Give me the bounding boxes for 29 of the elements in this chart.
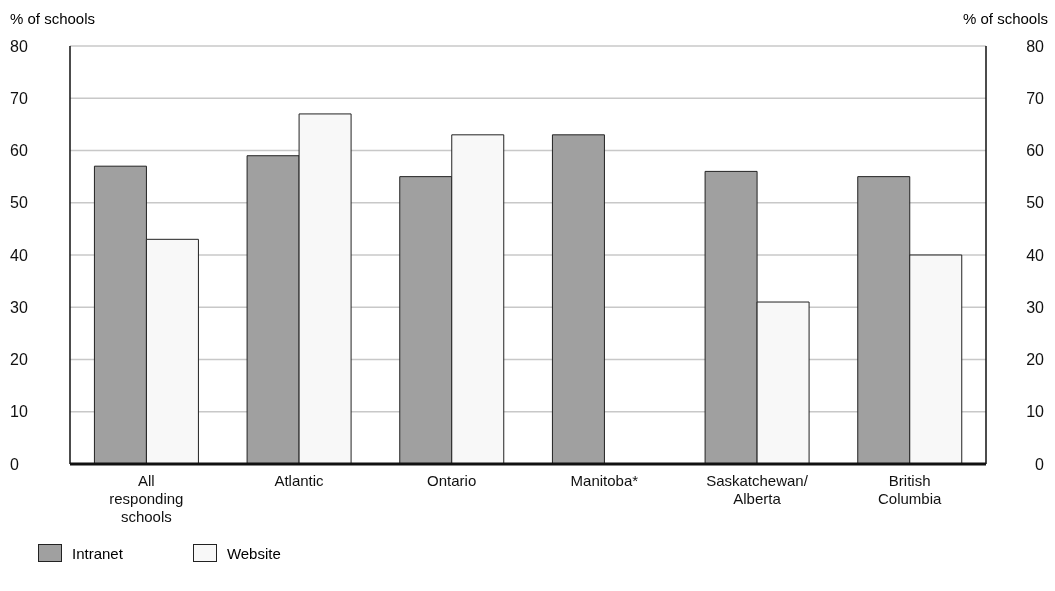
y-tick-label: 40 xyxy=(10,246,28,264)
y-tick-label: 50 xyxy=(10,194,28,212)
y-tick-label: 70 xyxy=(10,89,28,107)
bar xyxy=(551,134,605,464)
x-tick-label: Manitoba* xyxy=(570,472,639,489)
y-tick-label: 60 xyxy=(10,142,28,160)
y2-tick-label: 30 xyxy=(1026,298,1045,316)
y-tick-label: 20 xyxy=(10,351,28,369)
y2-axis-title: % of schools xyxy=(962,10,1048,27)
y2-tick-label: 10 xyxy=(1026,403,1045,421)
y2-tick-label: 80 xyxy=(1026,37,1045,55)
y2-tick-label: 0 xyxy=(1035,455,1045,473)
y-axis-title: % of schools xyxy=(10,10,96,27)
y-tick-label: 80 xyxy=(10,37,28,55)
x-tick-label: All responding schools xyxy=(109,472,184,525)
y2-tick-label: 20 xyxy=(1026,351,1045,369)
x-tick-label: Atlantic xyxy=(274,472,325,489)
y-tick-label: 30 xyxy=(10,298,28,316)
y2-tick-label: 60 xyxy=(1026,142,1045,160)
legend-label: Intranet xyxy=(72,544,123,562)
y-tick-label: 10 xyxy=(10,403,28,421)
y2-tick-label: 50 xyxy=(1026,194,1045,212)
x-tick-label: Saskatchewan/Alberta xyxy=(706,472,809,507)
y2-tick-label: 70 xyxy=(1026,89,1045,107)
legend-label: Website xyxy=(226,544,281,562)
y-tick-label: 0 xyxy=(10,455,19,473)
x-tick-label: Ontario xyxy=(427,472,477,489)
x-tick-label: British Columbia xyxy=(877,472,942,507)
y2-tick-label: 40 xyxy=(1026,246,1045,264)
